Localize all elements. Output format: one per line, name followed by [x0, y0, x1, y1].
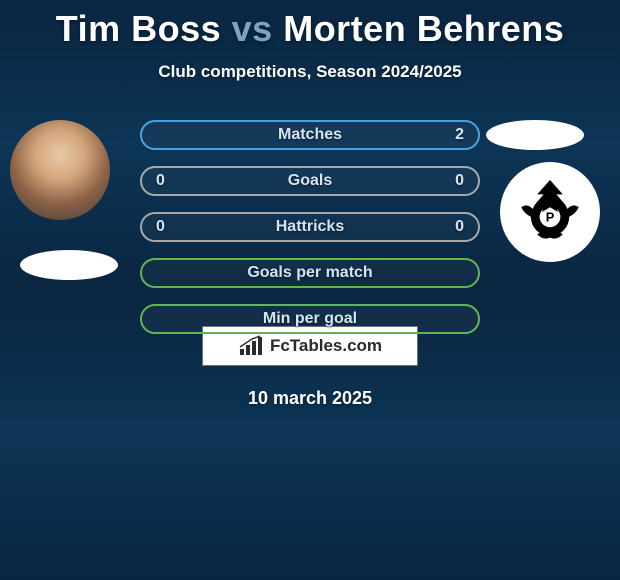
player2-name: Morten Behrens [283, 8, 564, 49]
stat-left-value: 0 [156, 172, 165, 190]
stat-right-value: 2 [455, 126, 464, 144]
vs-text: vs [232, 8, 273, 49]
player1-avatar [10, 120, 110, 220]
stat-row-goals-per-match: Goals per match [140, 258, 480, 288]
stat-row-matches: Matches 2 [140, 120, 480, 150]
stat-label: Matches [278, 126, 342, 144]
player1-club-badge [20, 250, 118, 280]
date: 10 march 2025 [0, 388, 620, 409]
stat-label: Goals per match [247, 264, 372, 282]
svg-text:P: P [546, 210, 555, 225]
stat-right-value: 0 [455, 218, 464, 236]
stat-row-goals: 0 Goals 0 [140, 166, 480, 196]
stat-label: Min per goal [263, 310, 357, 328]
stats-column: Matches 2 0 Goals 0 0 Hattricks 0 Goals … [140, 120, 480, 350]
eagle-icon: P [510, 172, 590, 252]
stat-row-hattricks: 0 Hattricks 0 [140, 212, 480, 242]
stat-label: Goals [288, 172, 332, 190]
comparison-title: Tim Boss vs Morten Behrens [0, 0, 620, 50]
player2-club-badge [486, 120, 584, 150]
stat-row-min-per-goal: Min per goal [140, 304, 480, 334]
stat-left-value: 0 [156, 218, 165, 236]
subtitle: Club competitions, Season 2024/2025 [0, 62, 620, 82]
player2-avatar: P [500, 162, 600, 262]
stat-right-value: 0 [455, 172, 464, 190]
stat-label: Hattricks [276, 218, 344, 236]
player1-name: Tim Boss [56, 8, 221, 49]
